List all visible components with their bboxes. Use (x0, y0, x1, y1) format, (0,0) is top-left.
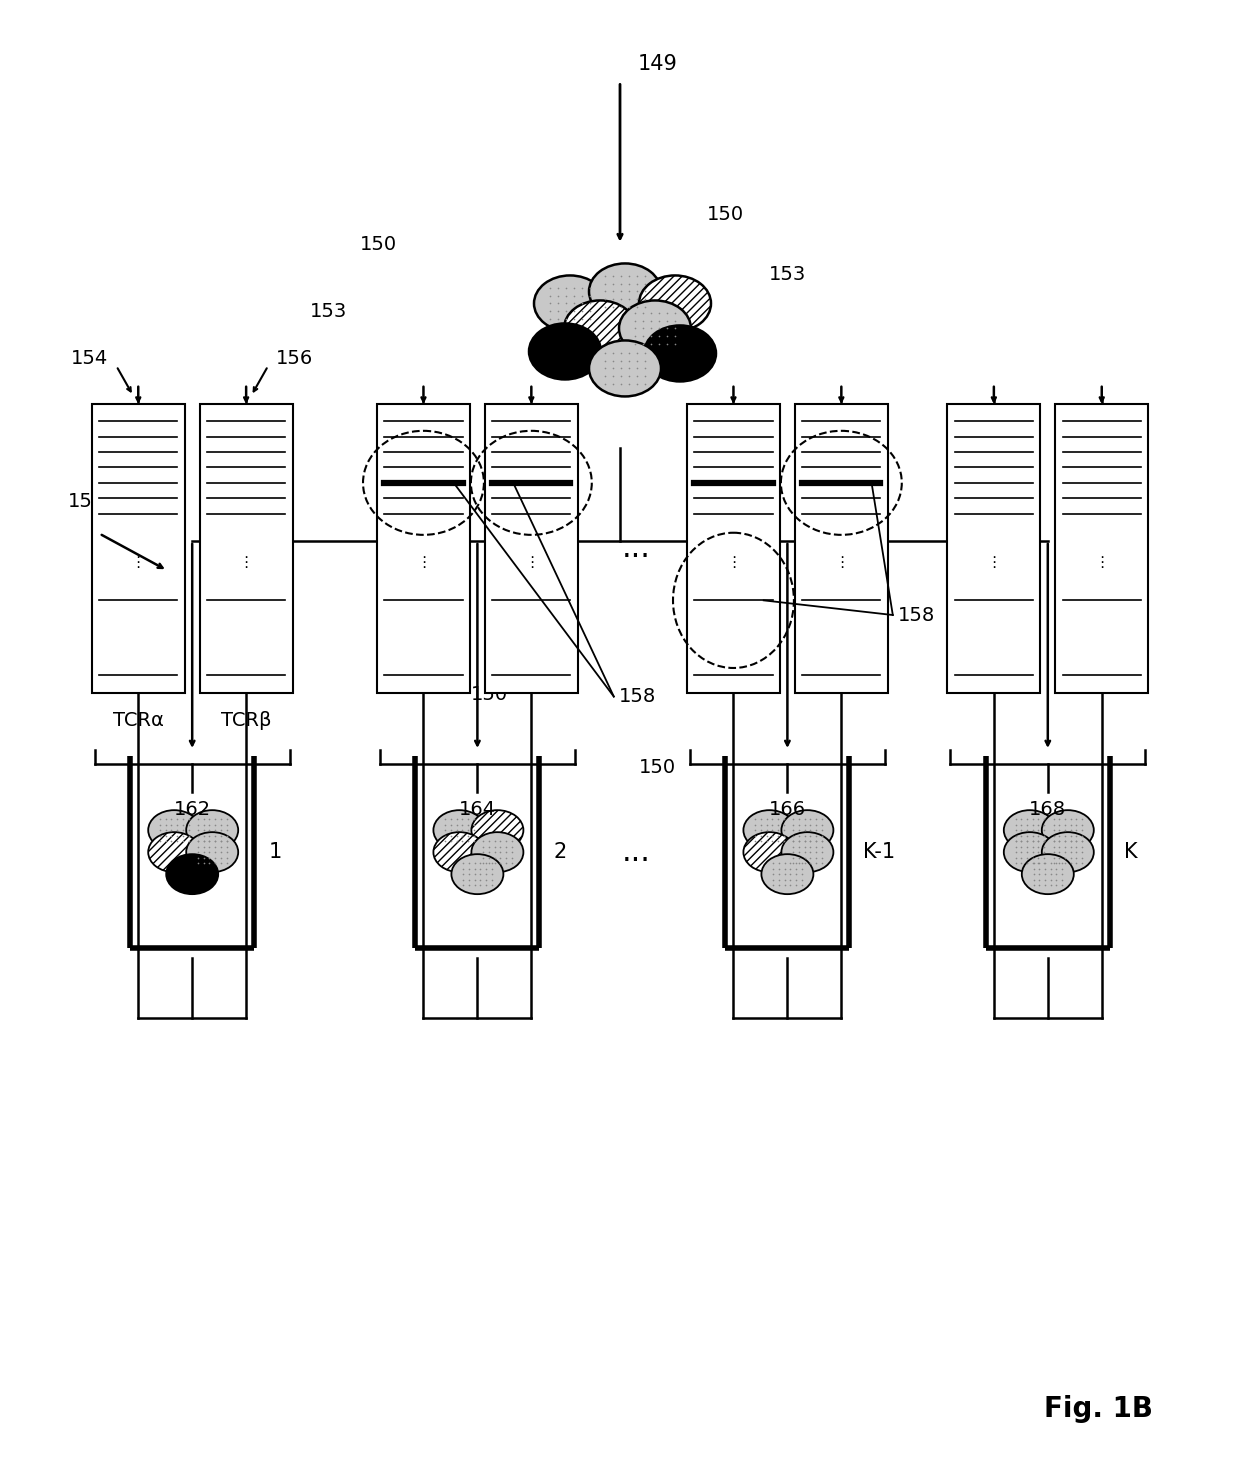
Ellipse shape (434, 833, 485, 871)
Text: $\mathbf{N}$: $\mathbf{N}$ (482, 422, 502, 446)
Text: 1: 1 (268, 842, 281, 863)
Text: 150: 150 (360, 236, 397, 253)
Ellipse shape (529, 323, 601, 379)
Ellipse shape (639, 276, 711, 332)
Text: 152: 152 (68, 492, 105, 511)
Text: K: K (1123, 842, 1137, 863)
Bar (485, 405, 578, 694)
Ellipse shape (589, 341, 661, 397)
Text: 156: 156 (277, 350, 314, 369)
Text: 158: 158 (898, 606, 935, 624)
Text: ⋮: ⋮ (415, 556, 432, 571)
Text: ⋮: ⋮ (523, 556, 539, 571)
Ellipse shape (1042, 833, 1094, 871)
Text: 164: 164 (459, 800, 496, 820)
Bar (377, 405, 470, 694)
Text: ⋮: ⋮ (1094, 556, 1110, 571)
Ellipse shape (186, 811, 238, 851)
Text: ⋮: ⋮ (986, 556, 1002, 571)
Text: 149: 149 (639, 53, 678, 74)
Ellipse shape (471, 833, 523, 871)
Text: ⋮: ⋮ (238, 556, 254, 571)
Text: Fig. 1B: Fig. 1B (1044, 1395, 1153, 1423)
Ellipse shape (619, 301, 691, 357)
Ellipse shape (149, 833, 200, 871)
Text: (151): (151) (506, 422, 564, 442)
Ellipse shape (186, 833, 238, 871)
Ellipse shape (451, 854, 503, 894)
Ellipse shape (434, 811, 485, 851)
Text: 154: 154 (71, 350, 108, 369)
Ellipse shape (1004, 833, 1055, 871)
Ellipse shape (589, 264, 661, 320)
Ellipse shape (781, 833, 833, 871)
Text: 153: 153 (310, 302, 347, 320)
Text: 150: 150 (707, 206, 744, 224)
Ellipse shape (564, 301, 636, 357)
Ellipse shape (166, 854, 218, 894)
Text: ⋮: ⋮ (130, 556, 146, 571)
Ellipse shape (744, 833, 795, 871)
Text: K-1: K-1 (863, 842, 895, 863)
Bar (1055, 405, 1148, 694)
Ellipse shape (1004, 811, 1055, 851)
Bar (795, 405, 888, 694)
Bar (200, 405, 293, 694)
Text: 150: 150 (639, 759, 676, 777)
Ellipse shape (644, 326, 715, 381)
Ellipse shape (149, 811, 200, 851)
Ellipse shape (781, 811, 833, 851)
Text: ⋮: ⋮ (725, 556, 742, 571)
Text: 158: 158 (619, 688, 656, 705)
Bar (687, 405, 780, 694)
Text: 150: 150 (471, 685, 508, 704)
Ellipse shape (1022, 854, 1074, 894)
Bar (947, 405, 1040, 694)
Ellipse shape (761, 854, 813, 894)
Text: 2: 2 (553, 842, 567, 863)
Bar (92, 405, 185, 694)
Text: 166: 166 (769, 800, 806, 820)
Text: 168: 168 (1029, 800, 1066, 820)
Text: 162: 162 (174, 800, 211, 820)
Ellipse shape (744, 811, 795, 851)
Text: ...: ... (621, 837, 651, 867)
Ellipse shape (471, 811, 523, 851)
Text: TCRβ: TCRβ (221, 711, 272, 729)
Text: 153: 153 (769, 265, 806, 283)
Text: TCRα: TCRα (113, 711, 164, 729)
Text: ⋮: ⋮ (833, 556, 849, 571)
Ellipse shape (1042, 811, 1094, 851)
Text: ...: ... (621, 534, 651, 563)
Ellipse shape (534, 276, 606, 332)
